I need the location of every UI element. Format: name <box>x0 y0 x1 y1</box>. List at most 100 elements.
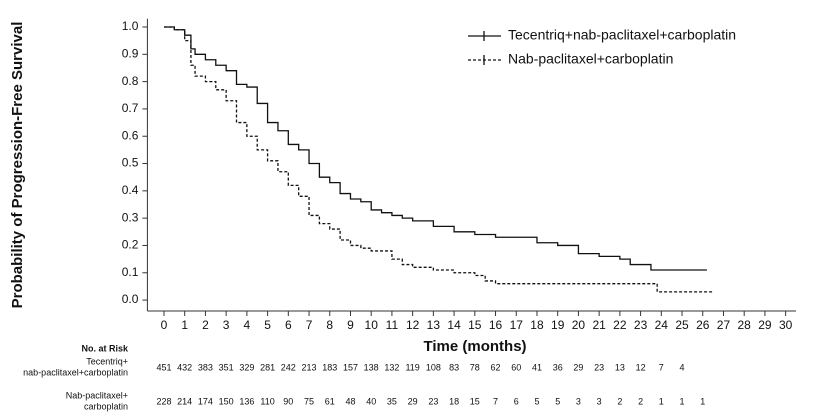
x-tick-label: 6 <box>285 318 292 332</box>
risk-count: 12 <box>636 362 646 372</box>
risk-count: 451 <box>156 362 171 372</box>
x-tick-label: 13 <box>427 318 441 332</box>
x-tick-label: 22 <box>613 318 627 332</box>
risk-count: 18 <box>449 396 459 406</box>
risk-count: 48 <box>345 396 355 406</box>
risk-count: 242 <box>281 362 296 372</box>
survival-curve <box>163 26 707 271</box>
risk-count: 5 <box>534 396 539 406</box>
risk-count: 432 <box>177 362 192 372</box>
x-tick-label: 25 <box>675 318 689 332</box>
risk-count: 5 <box>555 396 560 406</box>
x-tick-label: 7 <box>306 318 313 332</box>
risk-count: 29 <box>408 396 418 406</box>
risk-count: 36 <box>553 362 563 372</box>
x-tick-label: 15 <box>468 318 482 332</box>
x-tick-label: 29 <box>758 318 772 332</box>
x-tick-label: 0 <box>161 318 168 332</box>
risk-count: 1 <box>700 396 705 406</box>
risk-count: 213 <box>302 362 317 372</box>
risk-count: 108 <box>426 362 441 372</box>
y-tick-label: 0.4 <box>122 183 139 197</box>
risk-count: 174 <box>198 396 213 406</box>
x-tick-label: 14 <box>447 318 461 332</box>
x-tick-label: 16 <box>489 318 503 332</box>
risk-count: 40 <box>366 396 376 406</box>
risk-count: 29 <box>573 362 583 372</box>
y-tick-label: 0.0 <box>122 292 139 306</box>
risk-count: 35 <box>387 396 397 406</box>
risk-count: 110 <box>260 396 274 406</box>
x-tick-label: 8 <box>326 318 333 332</box>
risk-count: 75 <box>304 396 314 406</box>
x-tick-label: 1 <box>181 318 188 332</box>
risk-count: 136 <box>239 396 254 406</box>
x-tick-label: 28 <box>738 318 752 332</box>
survival-curve <box>163 26 714 293</box>
risk-count: 7 <box>659 362 664 372</box>
y-tick-label: 0.9 <box>122 46 139 60</box>
x-tick-label: 21 <box>592 318 606 332</box>
risk-count: 23 <box>594 362 604 372</box>
risk-count: 13 <box>615 362 625 372</box>
risk-count: 7 <box>493 396 498 406</box>
x-tick-label: 26 <box>696 318 710 332</box>
legend-label: Nab-paclitaxel+carboplatin <box>508 51 673 67</box>
x-tick-label: 17 <box>510 318 524 332</box>
risk-count: 138 <box>364 362 379 372</box>
y-tick-label: 0.1 <box>122 265 139 279</box>
y-axis-label: Probability of Progression-Free Survival <box>9 22 26 309</box>
risk-row-label: nab-paclitaxel+carboplatin <box>23 367 128 377</box>
y-tick-label: 0.3 <box>122 210 139 224</box>
x-tick-label: 5 <box>264 318 271 332</box>
risk-count: 228 <box>156 396 171 406</box>
x-tick-label: 27 <box>717 318 731 332</box>
x-axis-label: Time (months) <box>423 338 526 355</box>
risk-count: 23 <box>428 396 438 406</box>
x-tick-label: 24 <box>655 318 669 332</box>
risk-count: 4 <box>680 362 685 372</box>
y-tick-label: 0.7 <box>122 101 139 115</box>
risk-count: 281 <box>260 362 275 372</box>
y-tick-label: 0.6 <box>122 128 139 142</box>
risk-count: 1 <box>680 396 685 406</box>
x-tick-label: 19 <box>551 318 565 332</box>
risk-row-label: Nab-paclitaxel+ <box>66 390 128 400</box>
x-tick-label: 18 <box>530 318 544 332</box>
risk-count: 383 <box>198 362 213 372</box>
risk-count: 78 <box>470 362 480 372</box>
risk-count: 41 <box>532 362 542 372</box>
risk-row-label: carboplatin <box>84 401 128 411</box>
x-tick-label: 2 <box>202 318 209 332</box>
risk-count: 3 <box>597 396 602 406</box>
risk-count: 150 <box>219 396 234 406</box>
x-tick-label: 4 <box>244 318 251 332</box>
risk-count: 83 <box>449 362 459 372</box>
legend-label: Tecentriq+nab-paclitaxel+carboplatin <box>508 27 736 43</box>
x-tick-label: 30 <box>779 318 793 332</box>
x-tick-label: 23 <box>634 318 648 332</box>
risk-count: 2 <box>638 396 643 406</box>
risk-count: 329 <box>239 362 254 372</box>
x-tick-label: 20 <box>572 318 586 332</box>
risk-count: 6 <box>514 396 519 406</box>
x-tick-label: 12 <box>406 318 420 332</box>
x-tick-label: 11 <box>386 318 399 332</box>
risk-table-title: No. at Risk <box>81 343 129 353</box>
y-tick-label: 0.8 <box>122 74 139 88</box>
y-tick-label: 0.2 <box>122 238 139 252</box>
risk-count: 60 <box>511 362 521 372</box>
x-tick-label: 9 <box>347 318 354 332</box>
risk-count: 62 <box>491 362 501 372</box>
risk-count: 90 <box>283 396 293 406</box>
risk-count: 2 <box>617 396 622 406</box>
x-tick-label: 3 <box>223 318 230 332</box>
risk-count: 157 <box>343 362 358 372</box>
risk-count: 119 <box>405 362 419 372</box>
risk-count: 183 <box>322 362 337 372</box>
risk-count: 351 <box>219 362 234 372</box>
x-tick-label: 10 <box>365 318 379 332</box>
risk-count: 3 <box>576 396 581 406</box>
risk-count: 132 <box>384 362 399 372</box>
